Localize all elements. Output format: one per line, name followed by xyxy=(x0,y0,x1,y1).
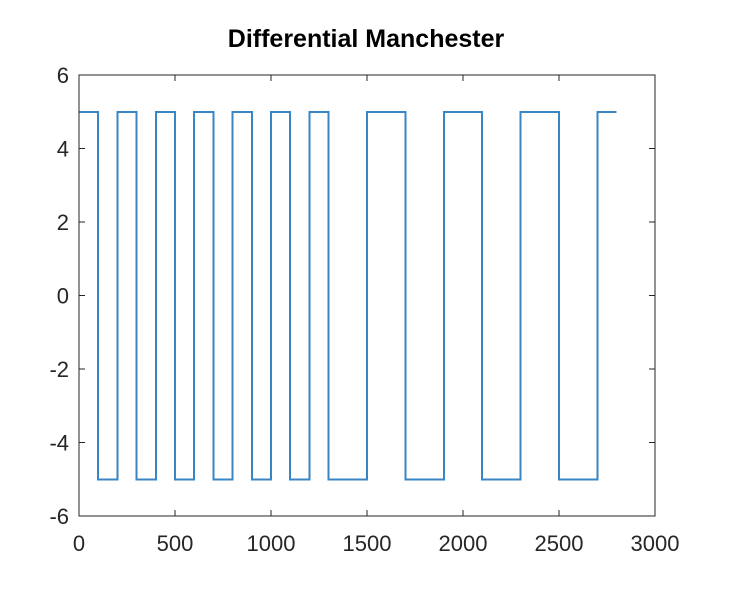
chart-title: Differential Manchester xyxy=(228,25,505,53)
series-line-0 xyxy=(79,110,617,481)
y-tick-label: 4 xyxy=(57,137,69,162)
x-tick-label: 1000 xyxy=(247,531,296,556)
x-tick-label: 0 xyxy=(73,531,85,556)
y-tick-label: 2 xyxy=(57,210,69,235)
x-tick-label: 2000 xyxy=(439,531,488,556)
y-tick-label: -4 xyxy=(49,431,69,456)
x-tick-label: 1500 xyxy=(343,531,392,556)
plot-area: 0 500 1000 1500 2000 2500 3000 -6 -4 -2 0 2 4 6 xyxy=(49,63,679,556)
x-tick-label: 3000 xyxy=(631,531,680,556)
y-tick-label: 0 xyxy=(57,284,69,309)
x-tick-label: 500 xyxy=(157,531,194,556)
y-tick-label: -2 xyxy=(49,357,69,382)
y-tick-label: 6 xyxy=(57,63,69,88)
x-tick-label: 2500 xyxy=(535,531,584,556)
y-tick-label: -6 xyxy=(49,504,69,529)
